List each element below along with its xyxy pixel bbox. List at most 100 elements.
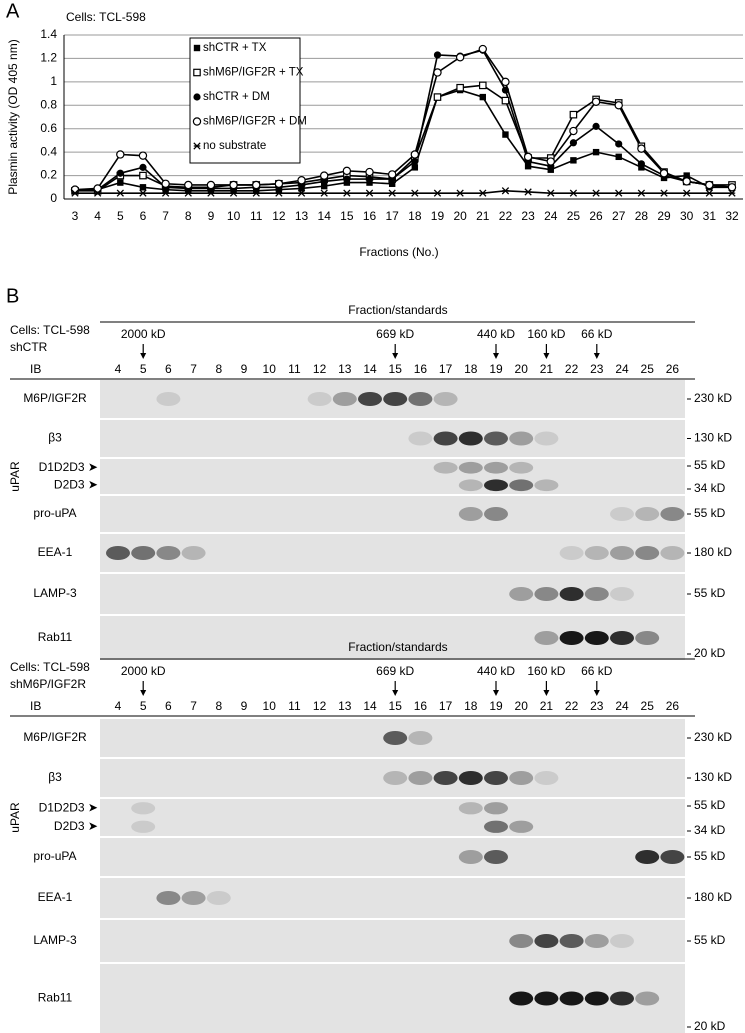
- band: [635, 934, 659, 948]
- lane-number: 9: [241, 699, 248, 713]
- row-label: D1D2D3 ➤: [39, 800, 98, 814]
- band: [131, 802, 156, 815]
- band: [131, 392, 155, 406]
- marker: [320, 189, 328, 197]
- band: [509, 802, 533, 814]
- band: [182, 802, 206, 814]
- point: [637, 144, 646, 153]
- row-label: pro-uPA: [33, 849, 76, 863]
- lane-number: 4: [115, 699, 122, 713]
- band: [560, 802, 584, 814]
- band: [585, 392, 609, 406]
- band: [434, 479, 458, 491]
- point: [569, 139, 578, 147]
- band: [610, 546, 634, 560]
- arrow-head: [593, 353, 600, 359]
- band: [610, 631, 634, 645]
- condition: shCTR: [10, 340, 48, 354]
- band: [282, 631, 306, 645]
- marker: [343, 189, 351, 197]
- band: [585, 850, 609, 864]
- marker: [365, 189, 374, 197]
- marker: [161, 179, 170, 188]
- band: [509, 631, 533, 645]
- blot-panel: [100, 496, 685, 532]
- marker: [478, 81, 487, 90]
- x-tick-label: 27: [612, 209, 626, 223]
- lane-number: 24: [615, 699, 629, 713]
- group-label: uPAR: [8, 802, 22, 833]
- band: [433, 771, 458, 785]
- band: [182, 507, 206, 521]
- band: [458, 479, 483, 492]
- band: [560, 850, 584, 864]
- point: [546, 157, 555, 166]
- band: [434, 934, 458, 948]
- point: [93, 189, 102, 197]
- band: [156, 432, 180, 446]
- band: [559, 991, 584, 1006]
- band: [358, 802, 382, 814]
- band: [308, 934, 332, 948]
- lane-number: 20: [515, 362, 529, 376]
- y-tick-label: 0.8: [40, 97, 57, 111]
- band: [358, 891, 382, 905]
- marker: [569, 139, 578, 147]
- row-label: EEA-1: [38, 890, 73, 904]
- band: [232, 731, 256, 745]
- mw-label: 20 kD: [694, 646, 726, 660]
- band: [358, 432, 382, 446]
- y-tick-label: 0.2: [40, 168, 57, 182]
- band: [257, 631, 281, 645]
- point: [592, 148, 600, 156]
- row-label: Rab11: [38, 991, 73, 1005]
- band: [458, 507, 483, 521]
- band: [106, 934, 130, 948]
- band: [207, 934, 231, 948]
- point: [193, 44, 201, 52]
- band: [585, 507, 609, 521]
- x-tick-label: 26: [589, 209, 603, 223]
- point: [615, 140, 623, 148]
- lane-number: 22: [565, 362, 579, 376]
- band: [484, 934, 508, 948]
- x-tick-label: 3: [72, 209, 79, 223]
- band: [156, 731, 180, 745]
- band: [307, 392, 332, 406]
- band: [156, 850, 180, 864]
- marker: [206, 180, 216, 190]
- band: [207, 802, 231, 814]
- standard-arrow: [140, 681, 147, 696]
- x-tick-label: 15: [340, 209, 354, 223]
- point: [410, 150, 420, 159]
- marker: [637, 144, 646, 153]
- marker: [592, 122, 600, 130]
- band: [635, 507, 660, 521]
- marker: [411, 164, 419, 171]
- marker: [116, 150, 125, 159]
- band: [534, 850, 558, 864]
- band: [408, 731, 433, 745]
- point: [433, 189, 442, 197]
- point: [727, 183, 737, 192]
- point: [342, 166, 352, 176]
- x-tick-label: 4: [94, 209, 101, 223]
- lane-number: 23: [590, 699, 604, 713]
- point: [71, 189, 79, 197]
- lane-number: 17: [439, 362, 453, 376]
- band: [484, 802, 508, 815]
- lane-number: 16: [414, 362, 428, 376]
- row-label: D1D2D3 ➤: [39, 460, 98, 474]
- x-tick-label: 10: [227, 209, 241, 223]
- point: [501, 86, 510, 94]
- point: [117, 179, 124, 186]
- band: [560, 432, 584, 446]
- band: [484, 631, 508, 645]
- band: [484, 431, 508, 446]
- marker: [139, 184, 147, 191]
- band: [484, 850, 508, 864]
- band: [308, 546, 332, 560]
- marker: [455, 53, 465, 62]
- band: [585, 821, 609, 833]
- point: [70, 185, 80, 194]
